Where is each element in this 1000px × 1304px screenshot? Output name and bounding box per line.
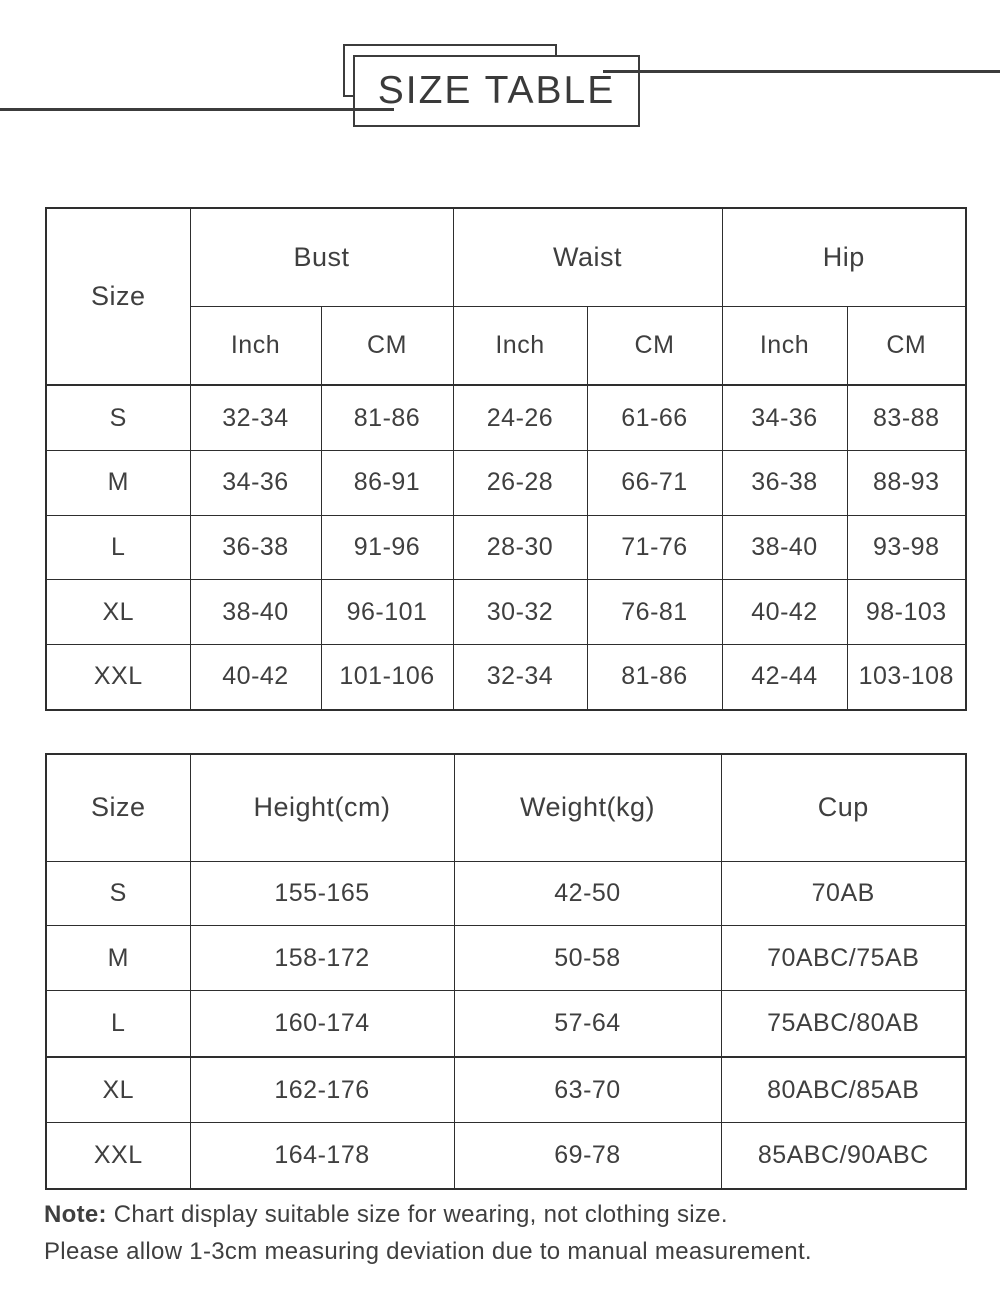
left-divider-line <box>0 108 394 111</box>
table-cell: 24-26 <box>452 384 588 452</box>
table-row: Size Height(cm) Weight(kg) Cup <box>45 753 967 862</box>
table-cell: 30-32 <box>452 579 588 645</box>
unit-header: CM <box>320 305 454 386</box>
table-cell: 80ABC/85AB <box>720 1056 967 1124</box>
title-box: SIZE TABLE <box>353 55 640 127</box>
table-cell: 70ABC/75AB <box>720 925 967 992</box>
unit-header: Inch <box>452 305 588 386</box>
column-header-waist: Waist <box>452 207 723 307</box>
unit-header: Inch <box>189 305 322 386</box>
column-header-size: Size <box>45 753 191 862</box>
table-row: XXL 40-42 101-106 32-34 81-86 42-44 103-… <box>45 643 967 711</box>
table-cell: 34-36 <box>721 384 848 452</box>
table-row: Inch CM Inch CM Inch CM <box>46 305 967 386</box>
table-row: Size Bust Waist Hip <box>45 207 967 386</box>
column-header-bust: Bust <box>189 207 454 307</box>
unit-header: Inch <box>721 305 848 386</box>
table-cell: 34-36 <box>189 450 322 516</box>
size-label-cell: M <box>45 450 191 516</box>
size-label-cell: S <box>45 860 191 927</box>
table-row: L 36-38 91-96 28-30 71-76 38-40 93-98 <box>45 514 967 581</box>
table-cell: 96-101 <box>320 579 454 645</box>
table-cell: 28-30 <box>452 514 588 581</box>
table-cell: 76-81 <box>586 579 723 645</box>
right-divider-line <box>603 70 1000 73</box>
size-label-cell: M <box>45 925 191 992</box>
table-cell: 86-91 <box>320 450 454 516</box>
table-cell: 158-172 <box>189 925 455 992</box>
table-cell: 93-98 <box>846 514 967 581</box>
table-cell: 26-28 <box>452 450 588 516</box>
table-cell: 42-50 <box>453 860 722 927</box>
table-cell: 36-38 <box>721 450 848 516</box>
size-label-cell: L <box>45 990 191 1058</box>
note-text-1: Chart display suitable size for wearing,… <box>106 1201 728 1228</box>
table-cell: 155-165 <box>189 860 455 927</box>
table-cell: 81-86 <box>320 384 454 452</box>
column-header-weight: Weight(kg) <box>453 753 722 862</box>
size-label-cell: XL <box>45 579 191 645</box>
table-cell: 164-178 <box>189 1122 455 1190</box>
table-row: M 34-36 86-91 26-28 66-71 36-38 88-93 <box>45 450 967 516</box>
table-cell: 103-108 <box>846 643 967 711</box>
table-cell: 38-40 <box>721 514 848 581</box>
column-header-size: Size <box>45 207 191 386</box>
unit-header: CM <box>846 305 967 386</box>
table-row: XL 38-40 96-101 30-32 76-81 40-42 98-103 <box>45 579 967 645</box>
table-row: S 32-34 81-86 24-26 61-66 34-36 83-88 <box>45 384 967 452</box>
note-line-1: Note: Chart display suitable size for we… <box>44 1196 974 1233</box>
table-cell: 91-96 <box>320 514 454 581</box>
column-header-hip: Hip <box>721 207 967 307</box>
size-label-cell: L <box>45 514 191 581</box>
table-cell: 32-34 <box>189 384 322 452</box>
table-cell: 69-78 <box>453 1122 722 1190</box>
table-cell: 71-76 <box>586 514 723 581</box>
table-row: S 155-165 42-50 70AB <box>45 860 967 927</box>
table-cell: 42-44 <box>721 643 848 711</box>
table-row: L 160-174 57-64 75ABC/80AB <box>45 990 967 1058</box>
unit-header: CM <box>586 305 723 386</box>
column-header-height: Height(cm) <box>189 753 455 862</box>
table-cell: 61-66 <box>586 384 723 452</box>
table-cell: 83-88 <box>846 384 967 452</box>
table-cell: 57-64 <box>453 990 722 1058</box>
table-cell: 70AB <box>720 860 967 927</box>
size-label-cell: S <box>45 384 191 452</box>
table-cell: 63-70 <box>453 1056 722 1124</box>
table-row: M 158-172 50-58 70ABC/75AB <box>45 925 967 992</box>
table-row: XXL 164-178 69-78 85ABC/90ABC <box>45 1122 967 1190</box>
body-spec-table: Size Height(cm) Weight(kg) Cup S 155-165… <box>45 753 967 1190</box>
table-cell: 101-106 <box>320 643 454 711</box>
table-cell: 40-42 <box>189 643 322 711</box>
column-header-cup: Cup <box>720 753 967 862</box>
table-cell: 66-71 <box>586 450 723 516</box>
table-row: XL 162-176 63-70 80ABC/85AB <box>45 1056 967 1124</box>
body-measurement-table: Size Bust Waist Hip Inch CM Inch CM Inch… <box>45 207 968 711</box>
table-cell: 88-93 <box>846 450 967 516</box>
table-cell: 85ABC/90ABC <box>720 1122 967 1190</box>
size-label-cell: XXL <box>45 643 191 711</box>
footnote: Note: Chart display suitable size for we… <box>44 1196 974 1270</box>
table-cell: 98-103 <box>846 579 967 645</box>
table-cell: 36-38 <box>189 514 322 581</box>
table-cell: 32-34 <box>452 643 588 711</box>
size-label-cell: XXL <box>45 1122 191 1190</box>
size-label-cell: XL <box>45 1056 191 1124</box>
table-cell: 160-174 <box>189 990 455 1058</box>
note-label: Note: <box>44 1201 107 1228</box>
page-title: SIZE TABLE <box>377 69 616 112</box>
table-cell: 40-42 <box>721 579 848 645</box>
note-line-2: Please allow 1-3cm measuring deviation d… <box>44 1238 812 1265</box>
table-cell: 50-58 <box>453 925 722 992</box>
table-cell: 162-176 <box>189 1056 455 1124</box>
table-cell: 38-40 <box>189 579 322 645</box>
table-cell: 81-86 <box>586 643 723 711</box>
table-cell: 75ABC/80AB <box>720 990 967 1058</box>
